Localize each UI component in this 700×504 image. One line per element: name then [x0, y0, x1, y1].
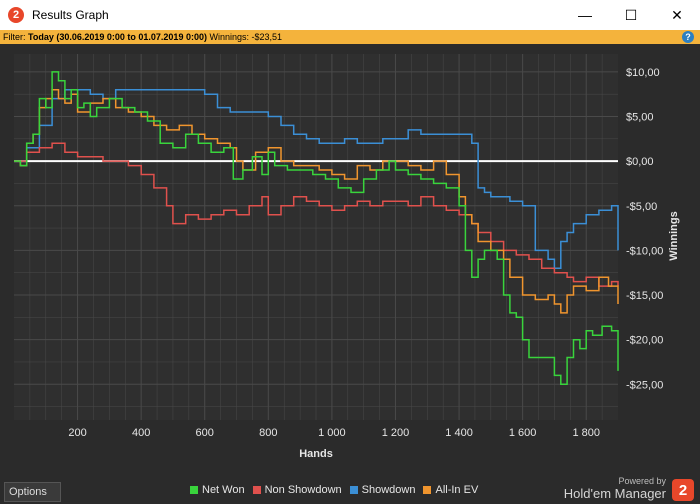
minimize-icon: — [578, 7, 592, 23]
y-tick-label: -$5,00 [626, 201, 657, 213]
legend-swatch [190, 486, 198, 494]
powered-by-label: Powered by [618, 476, 666, 486]
y-axis: $10,00 $5,00 $0,00 -$5,00 -$10,00 -$15,00 -$20… [626, 67, 663, 391]
window-title: Results Graph [32, 8, 109, 22]
legend-swatch [423, 486, 432, 494]
grid-lines [14, 54, 618, 420]
x-tick-label: 400 [132, 427, 150, 439]
x-tick-label: 800 [259, 427, 277, 439]
legend-non-showdown[interactable]: Non Showdown [252, 484, 342, 496]
legend-all-in-ev[interactable]: All-In EV [423, 484, 478, 496]
legend-showdown[interactable]: Showdown [349, 484, 416, 496]
y-tick-label: -$10,00 [626, 245, 663, 257]
x-tick-label: 1 600 [509, 427, 537, 439]
maximize-button[interactable]: ☐ [608, 0, 654, 30]
y-tick-label: -$25,00 [626, 379, 663, 391]
series-layer [14, 71, 619, 386]
y-tick-label: -$20,00 [626, 335, 663, 347]
legend-net-won[interactable]: Net Won [190, 484, 245, 496]
x-tick-label: 1 000 [318, 427, 346, 439]
filter-value: Today (30.06.2019 0:00 to 01.07.2019 0:0… [28, 32, 207, 42]
results-graph: 200 400 600 800 1 000 1 200 1 400 1 600 1 800 $1… [14, 54, 680, 460]
x-tick-label: 1 800 [572, 427, 600, 439]
legend-swatch [252, 486, 261, 494]
x-axis-label: Hands [299, 448, 333, 460]
winnings-label: Winnings: [209, 32, 249, 42]
x-tick-label: 1 200 [382, 427, 410, 439]
y-axis-label: Winnings [668, 211, 680, 260]
hm-logo-icon: 2 [672, 479, 694, 501]
y-tick-label: $10,00 [626, 67, 660, 79]
series-line-showdown [14, 88, 619, 269]
minimize-button[interactable]: — [562, 0, 608, 30]
series-line-net-won [14, 71, 619, 386]
series-line-non-showdown [14, 142, 619, 287]
filter-bar[interactable]: Filter: Today (30.06.2019 0:00 to 01.07.… [0, 30, 700, 44]
legend-label: Non Showdown [264, 484, 342, 496]
filter-label: Filter: [3, 32, 26, 42]
legend: Net Won Non Showdown Showdown All-In EV [190, 484, 486, 496]
legend-label: All-In EV [435, 484, 479, 496]
title-bar: 2 Results Graph — ☐ ✕ [0, 0, 700, 30]
close-button[interactable]: ✕ [654, 0, 700, 30]
product-name: Hold'em Manager [563, 486, 666, 501]
legend-label: Showdown [361, 484, 416, 496]
x-axis: 200 400 600 800 1 000 1 200 1 400 1 600 1 800 [68, 427, 600, 439]
winnings-value: -$23,51 [251, 32, 283, 42]
y-tick-label: -$15,00 [626, 290, 663, 302]
y-tick-label: $0,00 [626, 156, 654, 168]
maximize-icon: ☐ [624, 6, 638, 23]
x-tick-label: 200 [68, 427, 86, 439]
legend-swatch [349, 486, 358, 494]
app-logo-icon: 2 [8, 7, 24, 23]
options-button[interactable]: Options [4, 482, 61, 502]
options-label: Options [9, 486, 47, 498]
close-icon: ✕ [671, 6, 683, 23]
y-tick-label: $5,00 [626, 111, 654, 123]
powered-by: Powered by Hold'em Manager [564, 476, 666, 501]
legend-label: Net Won [202, 484, 245, 496]
x-tick-label: 1 400 [445, 427, 473, 439]
help-icon[interactable]: ? [682, 31, 694, 43]
x-tick-label: 600 [196, 427, 214, 439]
